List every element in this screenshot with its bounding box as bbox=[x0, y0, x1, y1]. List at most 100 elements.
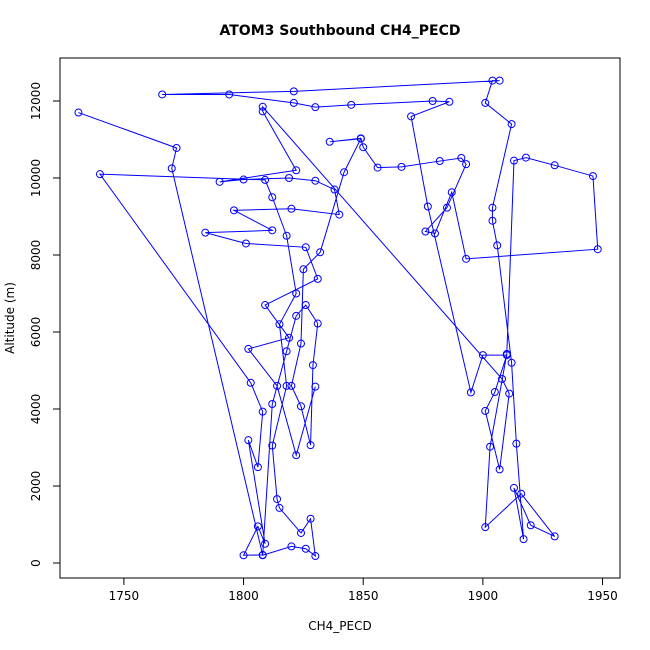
point bbox=[292, 311, 301, 320]
point bbox=[335, 210, 344, 219]
point bbox=[507, 358, 516, 367]
point bbox=[275, 320, 284, 329]
point bbox=[301, 243, 310, 252]
point bbox=[296, 528, 305, 537]
y-tick-label: 4000 bbox=[29, 394, 43, 425]
point bbox=[311, 382, 320, 391]
point bbox=[292, 451, 301, 460]
point bbox=[493, 241, 502, 250]
point bbox=[215, 177, 224, 186]
point bbox=[285, 174, 294, 182]
point bbox=[241, 239, 250, 248]
x-tick-label: 1800 bbox=[228, 589, 259, 603]
point bbox=[268, 226, 277, 235]
point bbox=[301, 301, 310, 310]
point bbox=[261, 301, 270, 310]
point bbox=[495, 465, 504, 474]
point bbox=[431, 229, 440, 238]
point bbox=[306, 441, 315, 450]
point bbox=[462, 254, 471, 263]
point bbox=[311, 103, 320, 112]
point bbox=[550, 532, 559, 541]
point bbox=[258, 550, 267, 559]
point bbox=[225, 90, 234, 99]
point bbox=[167, 164, 176, 173]
point bbox=[481, 523, 490, 532]
point bbox=[261, 175, 270, 184]
point bbox=[308, 361, 317, 370]
point bbox=[95, 170, 104, 179]
point bbox=[373, 163, 382, 172]
point bbox=[330, 185, 339, 194]
x-tick-label: 1950 bbox=[587, 589, 618, 603]
x-axis-label: CH4_PECD bbox=[308, 619, 371, 633]
point bbox=[519, 535, 528, 544]
point bbox=[340, 168, 349, 177]
y-tick-label: 8000 bbox=[29, 240, 43, 271]
point bbox=[457, 153, 466, 162]
point bbox=[301, 544, 310, 553]
point bbox=[253, 522, 262, 531]
point bbox=[306, 514, 315, 523]
point bbox=[311, 552, 320, 561]
point bbox=[502, 351, 511, 360]
point bbox=[258, 107, 267, 116]
point bbox=[258, 102, 267, 111]
point bbox=[481, 406, 490, 415]
point bbox=[423, 202, 432, 211]
point bbox=[229, 206, 238, 215]
point bbox=[246, 378, 255, 387]
point bbox=[445, 97, 454, 106]
point bbox=[285, 333, 294, 342]
point bbox=[478, 351, 487, 360]
point bbox=[261, 539, 270, 548]
point bbox=[505, 389, 514, 398]
point bbox=[325, 137, 334, 146]
y-tick-label: 0 bbox=[29, 559, 43, 567]
point bbox=[509, 156, 518, 165]
point bbox=[282, 347, 291, 356]
point bbox=[268, 399, 277, 408]
point bbox=[507, 120, 516, 129]
point bbox=[287, 542, 296, 551]
point bbox=[282, 231, 291, 240]
point bbox=[268, 441, 277, 450]
plot-frame bbox=[59, 57, 621, 579]
point bbox=[287, 381, 296, 390]
point bbox=[289, 98, 298, 107]
point bbox=[292, 166, 301, 175]
point bbox=[421, 227, 430, 236]
point bbox=[273, 381, 282, 390]
point bbox=[244, 436, 253, 445]
point bbox=[239, 175, 248, 184]
point bbox=[313, 319, 322, 328]
point bbox=[253, 463, 262, 472]
point bbox=[268, 193, 277, 202]
point bbox=[550, 161, 559, 170]
point bbox=[588, 172, 597, 181]
point bbox=[356, 134, 365, 143]
point bbox=[172, 143, 181, 152]
point bbox=[481, 98, 490, 107]
point bbox=[509, 483, 518, 492]
point bbox=[435, 157, 444, 166]
point bbox=[239, 551, 248, 560]
point bbox=[74, 108, 83, 117]
point bbox=[466, 388, 475, 397]
point bbox=[442, 203, 451, 212]
point bbox=[462, 160, 471, 169]
point bbox=[521, 153, 530, 162]
y-tick-label: 12000 bbox=[29, 82, 43, 120]
point bbox=[287, 204, 296, 213]
x-tick-label: 1900 bbox=[468, 589, 499, 603]
point bbox=[289, 87, 298, 96]
x-tick-label: 1750 bbox=[109, 589, 140, 603]
chart-title: ATOM3 Southbound CH4_PECD bbox=[220, 23, 461, 39]
point bbox=[428, 97, 437, 106]
point bbox=[488, 203, 497, 212]
point bbox=[512, 439, 521, 448]
point bbox=[486, 442, 495, 451]
series-line bbox=[78, 80, 599, 558]
